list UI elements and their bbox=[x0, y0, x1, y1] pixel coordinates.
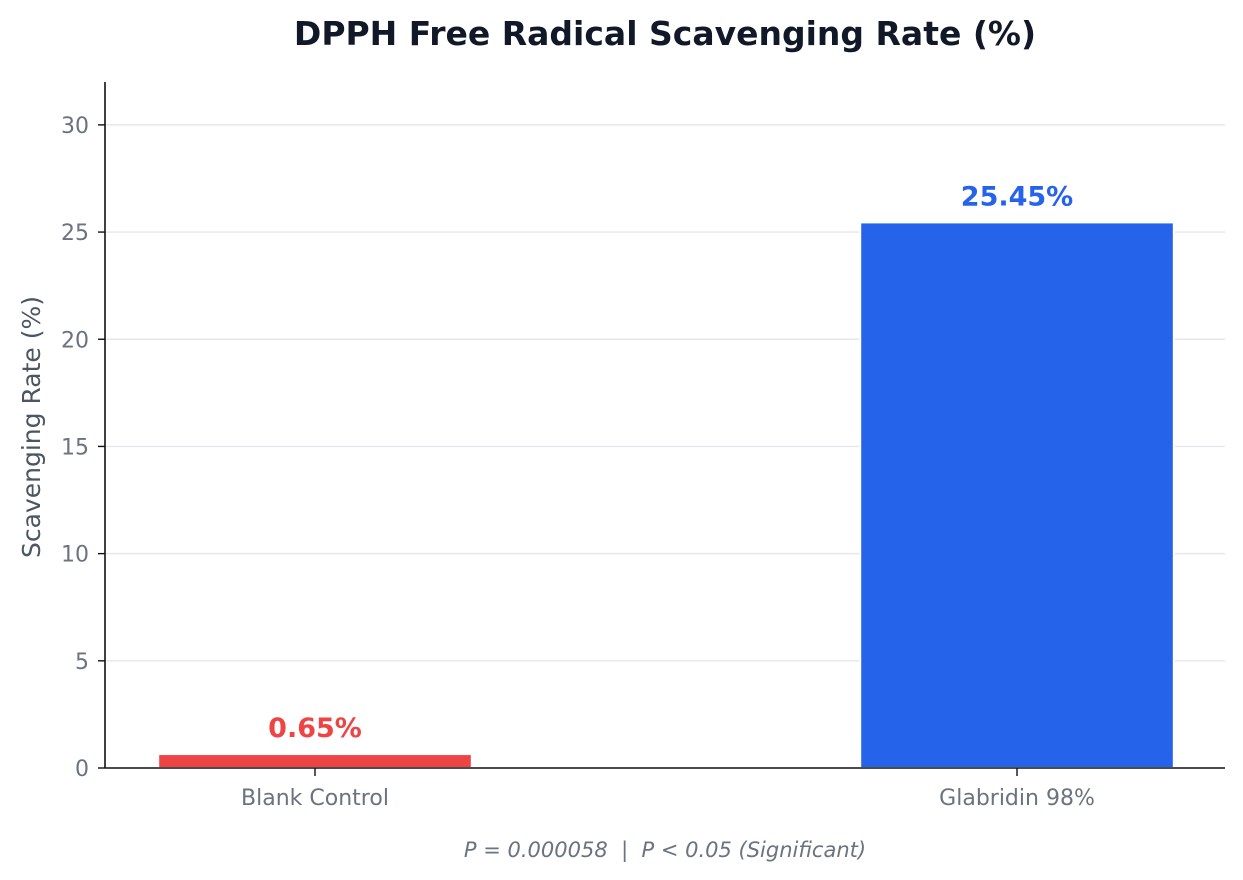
y-tick-label: 20 bbox=[61, 328, 89, 353]
y-tick-label: 25 bbox=[61, 221, 89, 246]
x-tick-label: Glabridin 98% bbox=[939, 786, 1095, 811]
x-tick-label: Blank Control bbox=[241, 786, 389, 811]
value-label: 25.45% bbox=[961, 181, 1073, 212]
y-ticks: 0 5 10 15 20 25 30 bbox=[61, 114, 105, 782]
bars bbox=[157, 221, 1175, 769]
value-label: 0.65% bbox=[268, 713, 362, 744]
y-axis-label: Scavenging Rate (%) bbox=[17, 296, 46, 558]
x-ticks: Blank Control Glabridin 98% bbox=[241, 768, 1095, 811]
y-tick-label: 10 bbox=[61, 543, 89, 568]
p-value-annotation: P = 0.000058 | P < 0.05 (Significant) bbox=[464, 838, 866, 863]
axes bbox=[104, 82, 1225, 769]
y-tick-label: 15 bbox=[61, 435, 89, 460]
bar-glabridin-98- bbox=[859, 221, 1175, 769]
y-tick-label: 30 bbox=[61, 114, 89, 139]
y-tick-label: 5 bbox=[75, 650, 89, 675]
chart-title: DPPH Free Radical Scavenging Rate (%) bbox=[294, 14, 1036, 53]
value-labels: 0.65% 25.45% bbox=[268, 181, 1073, 744]
bar-blank-control bbox=[157, 753, 473, 769]
y-tick-label: 0 bbox=[75, 757, 89, 782]
